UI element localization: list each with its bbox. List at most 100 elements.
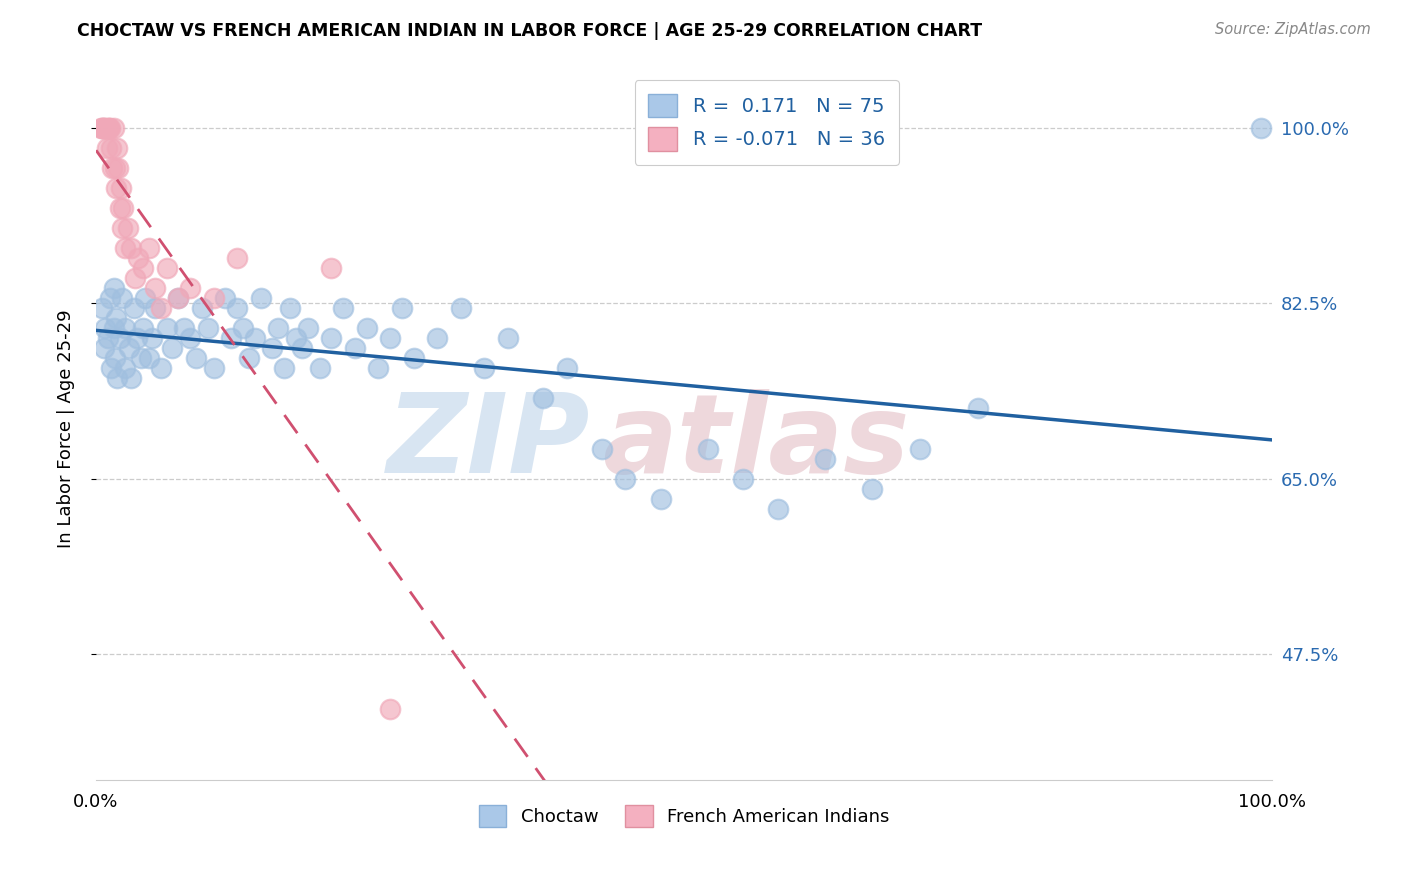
- Point: [814, 451, 837, 466]
- Point: [143, 281, 166, 295]
- Point: [111, 220, 134, 235]
- Point: [132, 260, 155, 275]
- Point: [98, 120, 121, 135]
- Point: [308, 361, 330, 376]
- Point: [179, 331, 201, 345]
- Point: [103, 281, 125, 295]
- Point: [262, 341, 284, 355]
- Point: [367, 361, 389, 376]
- Point: [112, 201, 135, 215]
- Point: [155, 260, 177, 275]
- Point: [378, 702, 401, 716]
- Point: [197, 321, 219, 335]
- Point: [105, 141, 128, 155]
- Point: [100, 141, 122, 155]
- Point: [297, 321, 319, 335]
- Point: [472, 361, 495, 376]
- Point: [343, 341, 366, 355]
- Point: [191, 301, 214, 315]
- Point: [243, 331, 266, 345]
- Point: [105, 311, 128, 326]
- Point: [111, 291, 134, 305]
- Point: [93, 120, 115, 135]
- Point: [221, 331, 243, 345]
- Point: [93, 341, 115, 355]
- Point: [496, 331, 519, 345]
- Point: [768, 501, 790, 516]
- Point: [555, 361, 578, 376]
- Point: [967, 401, 990, 416]
- Point: [167, 291, 190, 305]
- Point: [101, 161, 124, 175]
- Text: atlas: atlas: [602, 389, 910, 496]
- Point: [120, 241, 142, 255]
- Point: [332, 301, 354, 315]
- Point: [114, 361, 136, 376]
- Point: [138, 241, 160, 255]
- Point: [103, 120, 125, 135]
- Point: [120, 371, 142, 385]
- Point: [321, 260, 343, 275]
- Point: [232, 321, 254, 335]
- Point: [278, 301, 301, 315]
- Point: [167, 291, 190, 305]
- Y-axis label: In Labor Force | Age 25-29: In Labor Force | Age 25-29: [58, 310, 75, 548]
- Point: [184, 351, 207, 366]
- Text: ZIP: ZIP: [387, 389, 591, 496]
- Point: [650, 491, 672, 506]
- Point: [450, 301, 472, 315]
- Point: [127, 331, 149, 345]
- Point: [90, 120, 112, 135]
- Point: [127, 251, 149, 265]
- Point: [96, 141, 118, 155]
- Point: [105, 371, 128, 385]
- Point: [402, 351, 425, 366]
- Point: [249, 291, 271, 305]
- Point: [114, 241, 136, 255]
- Point: [173, 321, 195, 335]
- Point: [179, 281, 201, 295]
- Text: Source: ZipAtlas.com: Source: ZipAtlas.com: [1215, 22, 1371, 37]
- Point: [273, 361, 295, 376]
- Point: [104, 161, 127, 175]
- Point: [162, 341, 184, 355]
- Point: [114, 321, 136, 335]
- Point: [108, 201, 131, 215]
- Point: [108, 331, 131, 345]
- Point: [238, 351, 260, 366]
- Point: [285, 331, 308, 345]
- Point: [591, 442, 613, 456]
- Point: [733, 472, 755, 486]
- Point: [291, 341, 314, 355]
- Point: [91, 120, 114, 135]
- Point: [226, 301, 249, 315]
- Point: [202, 361, 225, 376]
- Point: [378, 331, 401, 345]
- Point: [134, 291, 156, 305]
- Point: [267, 321, 290, 335]
- Point: [117, 220, 139, 235]
- Point: [124, 271, 146, 285]
- Text: CHOCTAW VS FRENCH AMERICAN INDIAN IN LABOR FORCE | AGE 25-29 CORRELATION CHART: CHOCTAW VS FRENCH AMERICAN INDIAN IN LAB…: [77, 22, 983, 40]
- Point: [97, 331, 120, 345]
- Point: [202, 291, 225, 305]
- Point: [103, 321, 125, 335]
- Point: [122, 301, 145, 315]
- Point: [129, 351, 152, 366]
- Point: [107, 161, 129, 175]
- Point: [143, 301, 166, 315]
- Point: [94, 321, 117, 335]
- Point: [149, 301, 172, 315]
- Point: [138, 351, 160, 366]
- Point: [118, 341, 141, 355]
- Point: [391, 301, 413, 315]
- Point: [321, 331, 343, 345]
- Point: [356, 321, 378, 335]
- Point: [214, 291, 236, 305]
- Point: [90, 301, 112, 315]
- Legend: Choctaw, French American Indians: Choctaw, French American Indians: [472, 797, 897, 834]
- Point: [104, 351, 127, 366]
- Point: [226, 251, 249, 265]
- Point: [105, 181, 128, 195]
- Point: [97, 120, 120, 135]
